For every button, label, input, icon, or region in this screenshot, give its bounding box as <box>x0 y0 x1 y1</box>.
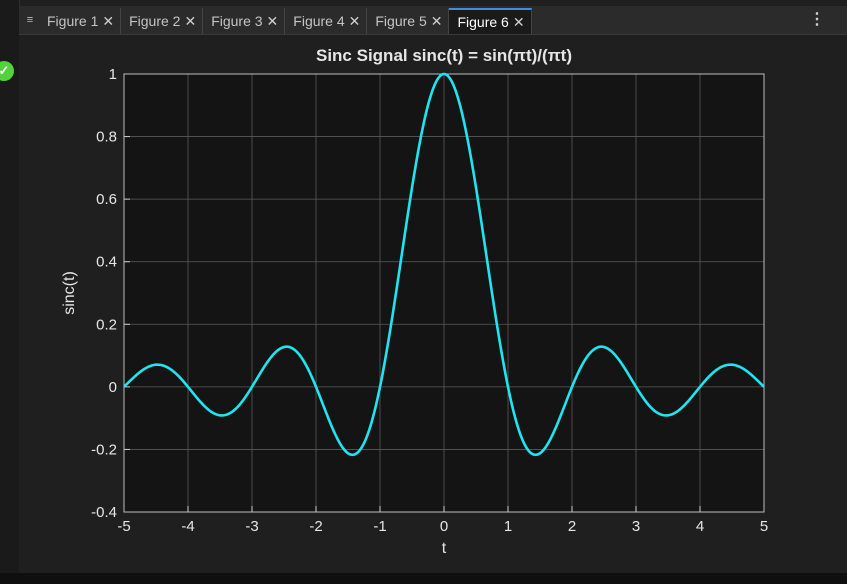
close-icon[interactable]: ✕ <box>102 12 115 29</box>
x-tick-label: 0 <box>440 518 448 535</box>
x-tick-label: -1 <box>373 518 386 535</box>
x-tick-label: 4 <box>696 518 704 535</box>
x-tick-label: 1 <box>504 518 512 535</box>
close-icon[interactable]: ✕ <box>512 13 525 30</box>
y-tick-label: 0 <box>109 379 117 396</box>
check-circle-icon: ✓ <box>0 61 14 81</box>
hamburger-icon[interactable]: ≡ <box>26 14 34 26</box>
vertical-ellipsis-icon[interactable]: ⋮ <box>809 11 825 28</box>
close-icon[interactable]: ✕ <box>266 12 279 29</box>
sinc-series-line <box>123 72 765 457</box>
x-tick-label: 2 <box>568 518 576 535</box>
tab-list: Figure 1 ✕ Figure 2 ✕ Figure 3 ✕ Figure 4 ✕ Figu… <box>39 8 532 34</box>
x-tick-label: -2 <box>309 518 322 535</box>
tab-figure-6[interactable]: Figure 6 ✕ <box>449 8 532 34</box>
tab-figure-1[interactable]: Figure 1 ✕ <box>39 8 122 34</box>
tab-label: Figure 5 <box>375 13 427 29</box>
figure-tab-bar: ≡ Figure 1 ✕ Figure 2 ✕ Figure 3 ✕ Figure 4 ✕ Fi… <box>19 6 847 35</box>
tab-figure-2[interactable]: Figure 2 ✕ <box>121 8 204 34</box>
tab-label: Figure 4 <box>293 13 345 29</box>
chart-title: Sinc Signal sinc(t) = sin(πt)/(πt) <box>316 46 572 65</box>
x-tick-label: -5 <box>117 518 130 535</box>
x-tick-label: 5 <box>760 518 768 535</box>
close-icon[interactable]: ✕ <box>430 12 443 29</box>
x-tick-label: -4 <box>181 518 194 535</box>
tab-label: Figure 2 <box>129 13 181 29</box>
y-tick-label: -0.2 <box>91 441 117 458</box>
close-icon[interactable]: ✕ <box>184 12 197 29</box>
tab-label: Figure 1 <box>47 13 99 29</box>
y-tick-label: -0.4 <box>91 504 117 521</box>
tab-figure-5[interactable]: Figure 5 ✕ <box>367 8 450 34</box>
x-tick-label: -3 <box>245 518 258 535</box>
left-panel-strip: ✓ <box>0 0 20 584</box>
close-icon[interactable]: ✕ <box>348 12 361 29</box>
figure-area: -5 -4 -3 -2 -1 0 1 2 3 4 5 -0.4 -0.2 0 0.2 0.4 0.6 0.8 1 Si… <box>19 35 847 573</box>
tab-label: Figure 6 <box>457 14 509 30</box>
y-tick-label: 0.8 <box>96 129 117 146</box>
y-axis-label: sinc(t) <box>61 271 78 315</box>
tab-label: Figure 3 <box>211 13 263 29</box>
y-tick-label: 0.2 <box>96 316 117 333</box>
tab-figure-3[interactable]: Figure 3 ✕ <box>203 8 286 34</box>
x-tick-label: 3 <box>632 518 640 535</box>
tab-figure-4[interactable]: Figure 4 ✕ <box>285 8 368 34</box>
sinc-chart: -5 -4 -3 -2 -1 0 1 2 3 4 5 -0.4 -0.2 0 0.2 0.4 0.6 0.8 1 Si… <box>61 46 768 557</box>
x-axis-label: t <box>442 540 447 557</box>
y-tick-label: 1 <box>109 66 117 83</box>
bottom-bar <box>0 573 847 584</box>
y-tick-label: 0.6 <box>96 191 117 208</box>
y-tick-label: 0.4 <box>96 254 117 271</box>
